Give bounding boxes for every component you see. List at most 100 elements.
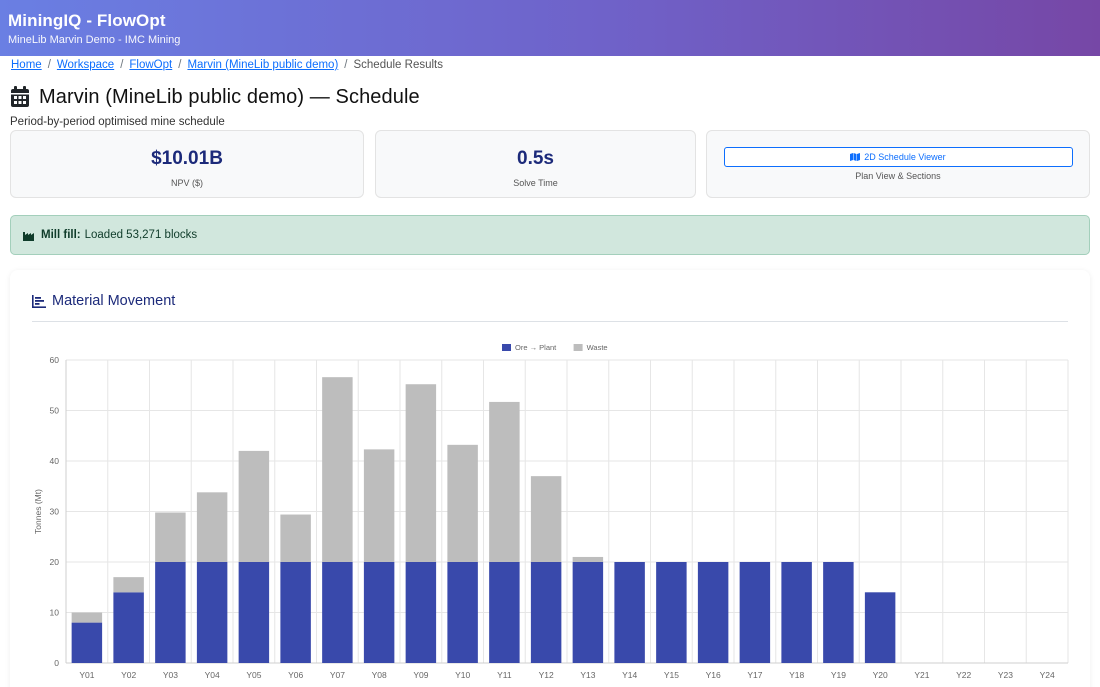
ore-bar [113, 592, 144, 663]
x-tick-label: Y10 [455, 670, 470, 680]
waste-bar [71, 612, 103, 623]
breadcrumb-flowopt[interactable]: FlowOpt [129, 59, 173, 71]
waste-bar [489, 401, 520, 562]
waste-bar [447, 444, 478, 562]
ore-bar [530, 562, 562, 663]
ore-bar [572, 562, 604, 663]
ore-bar [697, 562, 729, 663]
waste-bar [196, 492, 228, 562]
bar-chart-icon [32, 294, 46, 308]
ore-bar [656, 562, 687, 663]
legend-swatch-ore [502, 344, 511, 351]
breadcrumb-separator: / [178, 59, 182, 71]
ore-bar [489, 562, 520, 663]
waste-bar [238, 450, 270, 562]
x-tick-label: Y03 [163, 670, 178, 680]
solve-time-label: Solve Time [513, 178, 558, 188]
app-title: MiningIQ - FlowOpt [8, 11, 166, 30]
x-tick-label: Y14 [622, 670, 637, 680]
x-tick-label: Y23 [998, 670, 1013, 680]
panel-title: Material Movement [52, 293, 176, 309]
alert-title: Mill fill: [41, 229, 81, 241]
breadcrumb: Home / Workspace / FlowOpt / Marvin (MineLib p… [11, 58, 443, 72]
solve-time-value: 0.5s [517, 148, 554, 169]
x-tick-label: Y20 [873, 670, 888, 680]
legend-swatch-waste [573, 344, 583, 351]
npv-value: $10.01B [151, 148, 223, 169]
y-tick-label: 60 [50, 355, 60, 365]
legend-label-waste: Waste [587, 343, 608, 352]
y-axis-title: Tonnes (Mt) [33, 489, 43, 534]
ore-bar [405, 562, 437, 663]
ore-bar [614, 562, 645, 663]
breadcrumb-separator: / [120, 59, 124, 71]
x-tick-label: Y13 [580, 670, 595, 680]
y-tick-label: 20 [50, 557, 60, 567]
y-tick-label: 0 [54, 658, 59, 668]
ore-bar [823, 562, 854, 663]
x-tick-label: Y07 [330, 670, 345, 680]
ore-bar [196, 562, 228, 663]
schedule-viewer-card: 2D Schedule Viewer Plan View & Sections [706, 130, 1090, 198]
page-title: Marvin (MineLib public demo) — Schedule [10, 84, 420, 110]
y-tick-label: 40 [50, 456, 60, 466]
waste-bar [155, 512, 186, 562]
breadcrumb-workspace[interactable]: Workspace [56, 59, 115, 71]
waste-bar [363, 449, 395, 562]
x-tick-label: Y19 [831, 670, 846, 680]
page-heading: Marvin (MineLib public demo) — Schedule [39, 85, 420, 108]
waste-bar [405, 384, 437, 562]
x-tick-label: Y21 [914, 670, 929, 680]
solve-time-card: 0.5s Solve Time [375, 130, 696, 198]
breadcrumb-project[interactable]: Marvin (MineLib public demo) [187, 59, 339, 71]
ore-bar [280, 562, 311, 663]
waste-bar [113, 577, 144, 593]
app-subtitle: MineLib Marvin Demo - IMC Mining [8, 34, 181, 46]
x-tick-label: Y16 [706, 670, 721, 680]
app-header: MiningIQ - FlowOpt MineLib Marvin Demo -… [0, 0, 1100, 56]
ore-bar [447, 562, 478, 663]
x-tick-label: Y02 [121, 670, 136, 680]
ore-bar [322, 562, 353, 663]
x-tick-label: Y01 [79, 670, 94, 680]
map-icon [850, 153, 861, 161]
material-movement-chart: 0 10 20 30 40 50 60 Y01 Y02 Y03 Y04 Y05 Y06 Y07 Y08 Y09… [33, 343, 1069, 680]
x-tick-label: Y04 [205, 670, 220, 680]
ore-bar [71, 622, 103, 663]
schedule-viewer-button[interactable]: 2D Schedule Viewer [723, 147, 1073, 167]
mill-fill-alert: Mill fill: Loaded 53,271 blocks [10, 215, 1090, 255]
calendar-icon [11, 86, 29, 107]
alert-text: Loaded 53,271 blocks [84, 229, 198, 241]
npv-card: $10.01B NPV ($) [10, 130, 364, 198]
breadcrumb-home[interactable]: Home [11, 59, 42, 71]
ore-bar [238, 562, 270, 663]
waste-bar [322, 377, 353, 562]
x-tick-label: Y22 [956, 670, 971, 680]
breadcrumb-separator: / [344, 59, 348, 71]
ore-bar [739, 562, 771, 663]
industry-icon [23, 231, 34, 241]
breadcrumb-separator: / [47, 59, 51, 71]
x-tick-label: Y11 [497, 670, 512, 680]
y-tick-label: 10 [50, 608, 60, 618]
x-tick-label: Y17 [747, 670, 762, 680]
material-movement-panel: Material Movement 0 10 20 30 40 50 60 Y01 Y02 Y03… [10, 270, 1090, 687]
waste-bar [530, 476, 562, 562]
x-tick-label: Y05 [246, 670, 261, 680]
ore-bar [781, 562, 812, 663]
page-subtitle: Period-by-period optimised mine schedule [10, 116, 225, 128]
y-tick-label: 50 [50, 406, 60, 416]
ore-bar [363, 562, 395, 663]
x-tick-label: Y18 [789, 670, 804, 680]
panel-divider [32, 321, 1068, 322]
waste-bar [572, 556, 604, 562]
ore-bar [864, 592, 896, 663]
x-tick-label: Y15 [664, 670, 679, 680]
x-tick-label: Y06 [288, 670, 303, 680]
ore-bar [155, 562, 186, 663]
legend-label-ore: Ore → Plant [515, 343, 557, 352]
x-tick-label: Y24 [1040, 670, 1055, 680]
npv-label: NPV ($) [170, 178, 203, 188]
panel-header: Material Movement [32, 293, 175, 309]
breadcrumb-current: Schedule Results [353, 59, 443, 71]
